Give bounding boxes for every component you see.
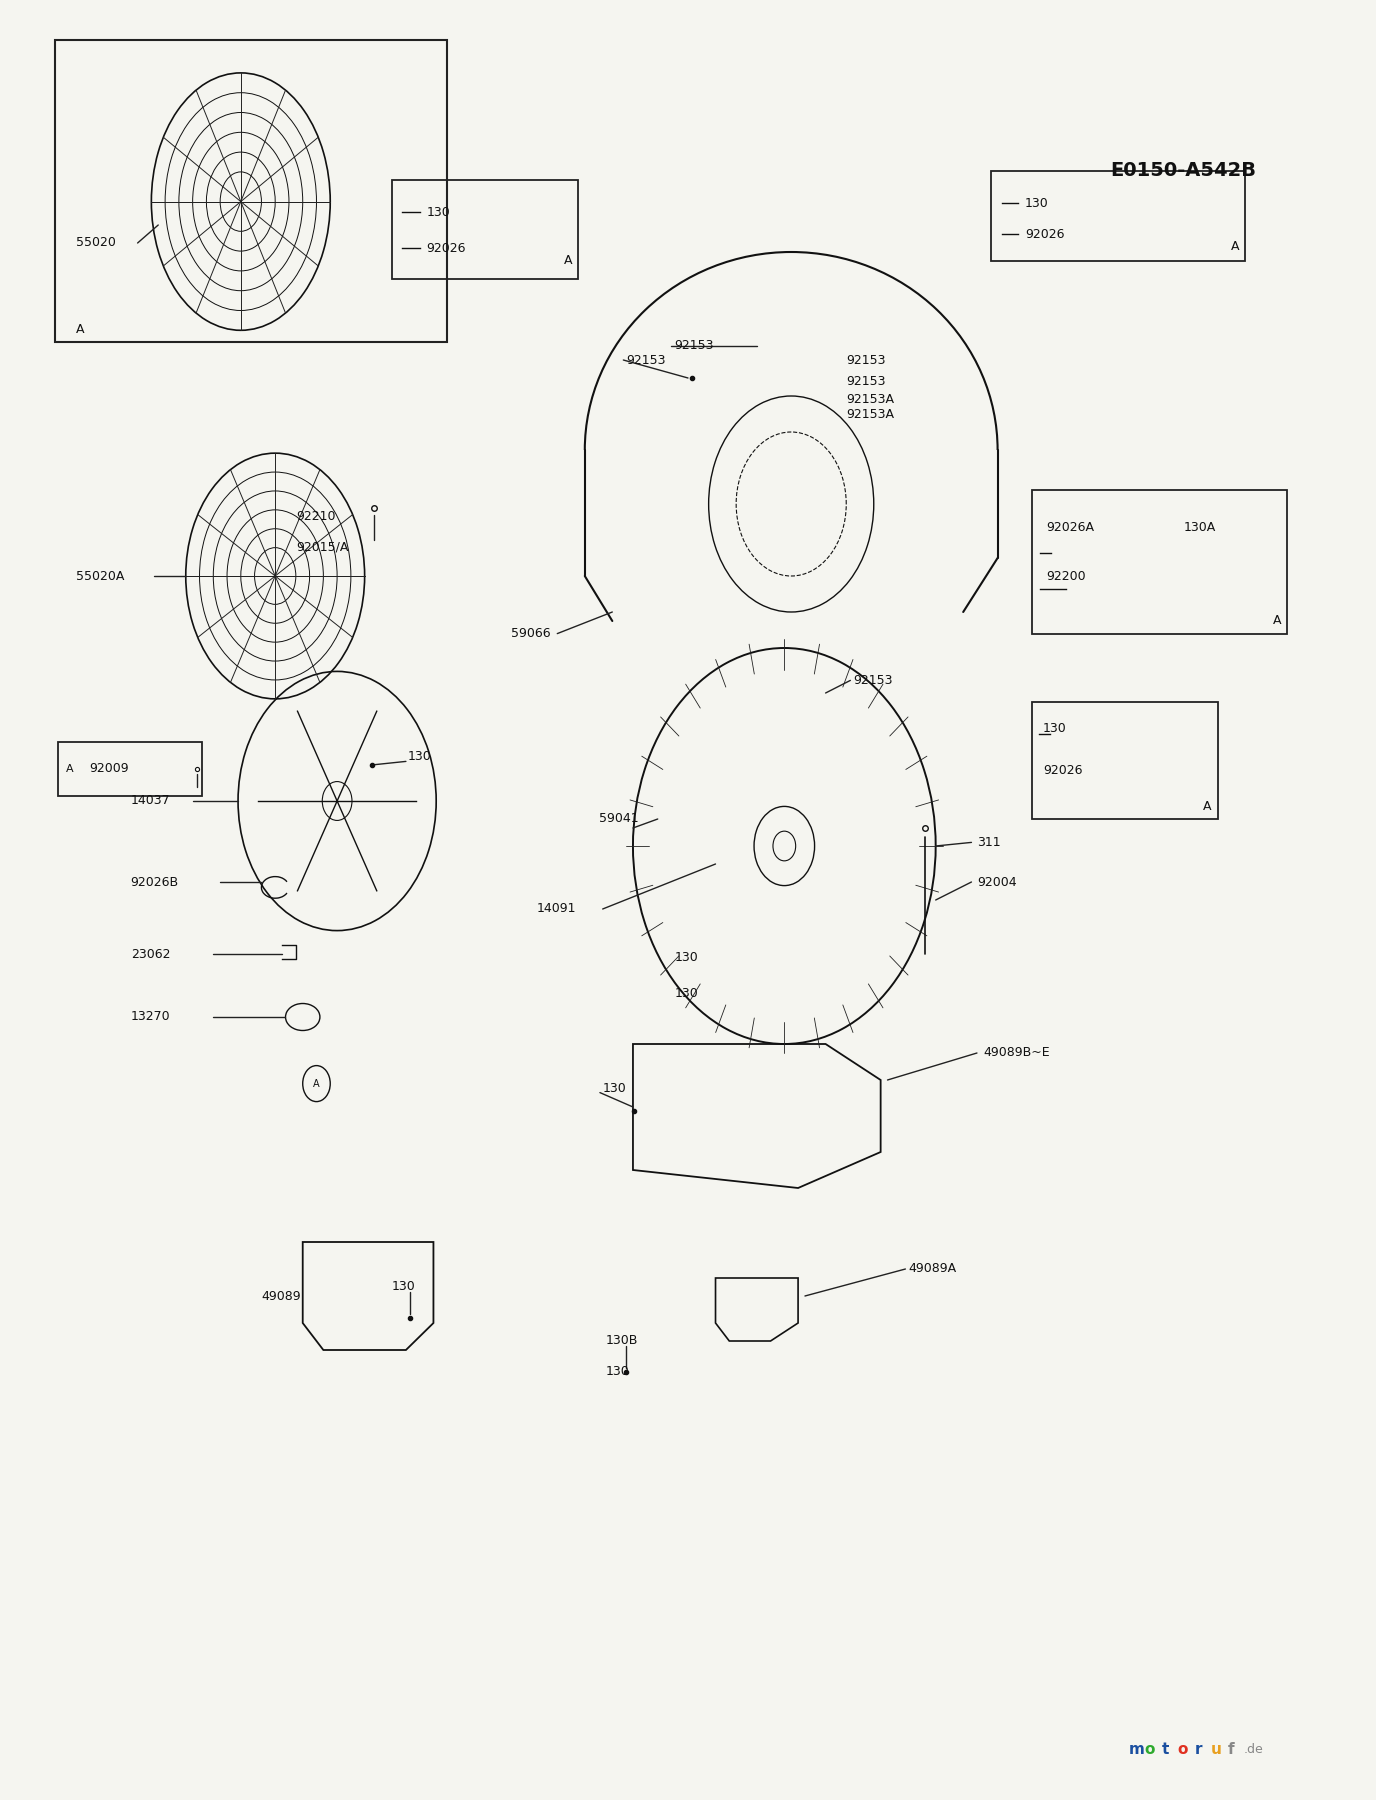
Text: 92026: 92026 [427,241,466,256]
Text: 130A: 130A [1183,520,1215,535]
Text: A: A [314,1078,319,1089]
Bar [991,171,1245,261]
Text: 92026A: 92026A [1046,520,1094,535]
Text: t: t [1161,1742,1168,1757]
Text: 92153: 92153 [626,353,666,367]
Text: 130: 130 [392,1280,416,1294]
Text: A: A [1232,239,1240,254]
Text: 59066: 59066 [510,626,550,641]
Text: A: A [1273,614,1281,628]
Bar [1032,490,1287,634]
Text: 130: 130 [674,950,698,965]
Text: 130: 130 [1043,722,1066,736]
Bar [392,180,578,279]
Text: 92004: 92004 [977,875,1017,889]
Text: 55020A: 55020A [76,569,124,583]
Text: o: o [1145,1742,1156,1757]
Text: 14091: 14091 [537,902,577,916]
Text: A: A [564,254,572,268]
Text: 130: 130 [605,1364,629,1379]
Text: 92153: 92153 [853,673,893,688]
Text: E0150-A542B: E0150-A542B [1110,162,1256,180]
Text: 130: 130 [427,205,450,220]
Text: .de: .de [1244,1742,1263,1757]
Text: 13270: 13270 [131,1010,171,1024]
Text: 92153A: 92153A [846,407,894,421]
Text: 59041: 59041 [599,812,638,826]
Text: r: r [1194,1742,1201,1757]
Text: 49089A: 49089A [908,1262,956,1276]
Text: 55020: 55020 [76,236,116,250]
Text: 130: 130 [674,986,698,1001]
Text: 92026B: 92026B [131,875,179,889]
Text: 92200: 92200 [1046,569,1086,583]
Text: A: A [66,763,74,774]
Bar [1032,702,1218,819]
Text: A: A [76,322,84,337]
Text: 92153A: 92153A [846,392,894,407]
Text: 49089: 49089 [261,1289,301,1303]
Text: 92026: 92026 [1025,227,1065,241]
Text: 311: 311 [977,835,1000,850]
Bar [55,40,447,342]
Text: 49089B~E: 49089B~E [984,1046,1050,1060]
Text: 130B: 130B [605,1334,638,1348]
Text: 92153: 92153 [846,353,886,367]
Text: o: o [1178,1742,1189,1757]
Text: 92015/A: 92015/A [296,540,348,554]
Bar [58,742,202,796]
Text: 92026: 92026 [1043,763,1083,778]
Text: m: m [1128,1742,1145,1757]
Text: 92153: 92153 [674,338,714,353]
Text: 130: 130 [407,749,431,763]
Text: A: A [1203,799,1211,814]
Text: 23062: 23062 [131,947,171,961]
Text: 130: 130 [603,1082,626,1096]
Text: 92210: 92210 [296,509,336,524]
Text: 14037: 14037 [131,794,171,808]
Text: f: f [1227,1742,1234,1757]
Text: u: u [1211,1742,1222,1757]
Text: 92153: 92153 [846,374,886,389]
Text: 130: 130 [1025,196,1049,211]
Text: 92009: 92009 [89,761,129,776]
